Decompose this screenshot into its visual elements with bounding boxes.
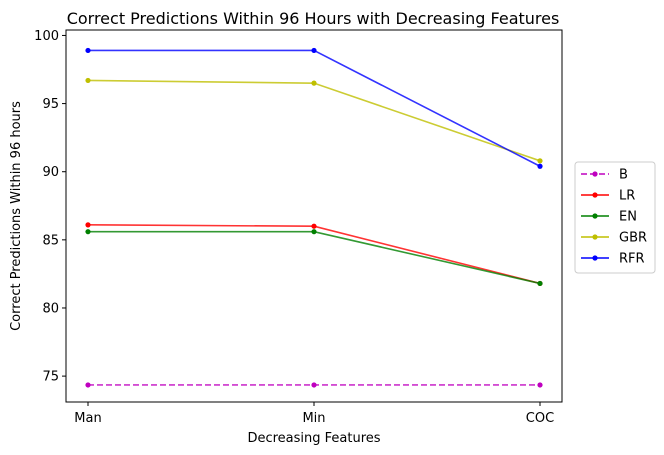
data-point-gbr: [85, 77, 91, 84]
legend-marker-gbr: [592, 234, 598, 240]
data-point-rfr: [537, 163, 543, 169]
legend-marker-b: [592, 171, 598, 177]
legend-label-rfr: RFR: [619, 252, 645, 267]
legend-label-b: B: [619, 168, 628, 183]
x-axis-label: Decreasing Features: [247, 431, 380, 446]
y-tick-label: 85: [42, 233, 59, 248]
y-axis-label: Correct Predictions Within 96 hours: [9, 101, 24, 331]
x-tick-label: Man: [74, 411, 101, 426]
data-point-en: [311, 229, 317, 235]
y-tick-label: 100: [34, 29, 59, 44]
x-tick-label: Min: [302, 411, 325, 426]
x-axis: Man Min COC: [74, 402, 554, 426]
legend-label-gbr: GBR: [619, 231, 647, 246]
chart-title: Correct Predictions Within 96 Hours with…: [67, 9, 560, 28]
legend: B LR EN GBR RFR: [574, 161, 656, 274]
series-line-en: [88, 230, 541, 285]
data-point-en: [85, 229, 91, 235]
x-tick-label: COC: [526, 411, 554, 426]
y-tick-label: 80: [42, 301, 59, 316]
legend-marker-rfr: [592, 255, 598, 261]
legend-marker-lr: [592, 192, 598, 198]
data-point-rfr: [311, 47, 317, 54]
data-point-gbr: [311, 80, 317, 86]
data-point-lr: [85, 222, 91, 228]
data-point-en: [537, 280, 543, 287]
data-point-lr: [311, 223, 317, 229]
y-axis: 75 80 85 90 95 100: [34, 29, 66, 385]
series-line-rfr: [88, 49, 541, 167]
legend-marker-en: [592, 213, 598, 219]
y-tick-label: 90: [42, 165, 59, 180]
series-line-gbr: [87, 79, 541, 162]
legend-box: [574, 161, 656, 274]
legend-label-lr: LR: [619, 189, 635, 204]
data-point-b: [537, 382, 543, 388]
series-layer: [85, 47, 543, 388]
y-tick-label: 75: [42, 370, 59, 385]
data-point-b: [85, 382, 91, 388]
data-point-gbr: [537, 158, 543, 164]
data-point-b: [311, 382, 317, 388]
legend-label-en: EN: [619, 210, 637, 225]
plot-area: [65, 29, 563, 403]
data-point-rfr: [85, 47, 91, 54]
y-tick-label: 95: [42, 97, 59, 112]
